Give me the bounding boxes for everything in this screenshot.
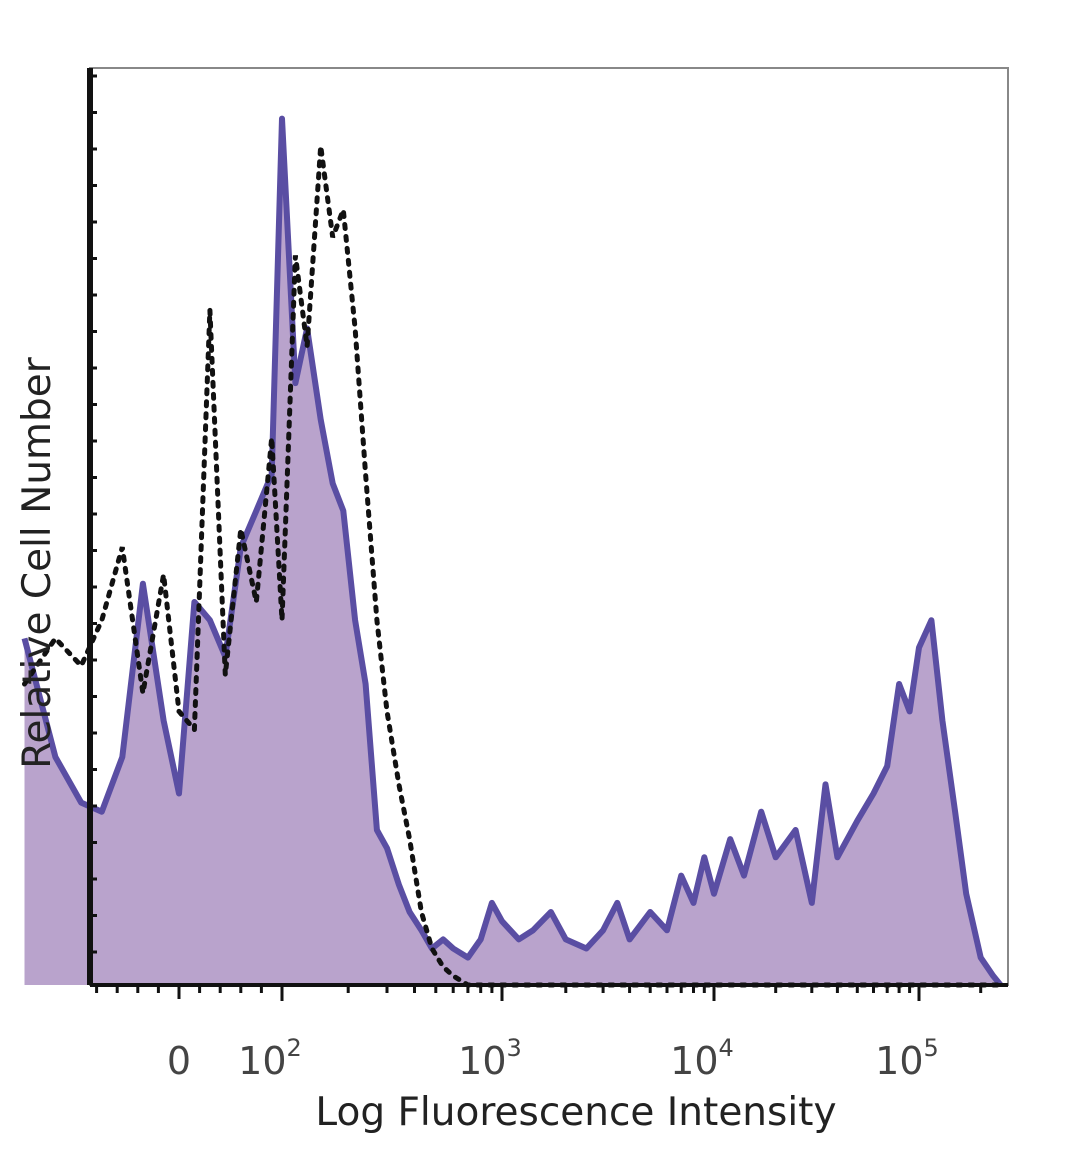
- x-tick-label-0: 0: [167, 1039, 191, 1083]
- x-tick-label-2: 103: [458, 1034, 522, 1083]
- y-axis-title: Relative Cell Number: [15, 356, 60, 769]
- x-tick-label-1: 102: [238, 1034, 302, 1083]
- x-tick-label-3: 104: [670, 1034, 734, 1083]
- series-0-line: [21, 115, 1003, 987]
- x-axis-ticks: [95, 985, 983, 1001]
- x-tick-labels: 0 102 103 104 105: [167, 1034, 939, 1083]
- y-axis-ticks: [88, 74, 97, 954]
- x-axis-title: Log Fluorescence Intensity: [315, 1090, 836, 1135]
- x-tick-label-4: 105: [875, 1034, 939, 1083]
- series-0-area: [24, 118, 1001, 986]
